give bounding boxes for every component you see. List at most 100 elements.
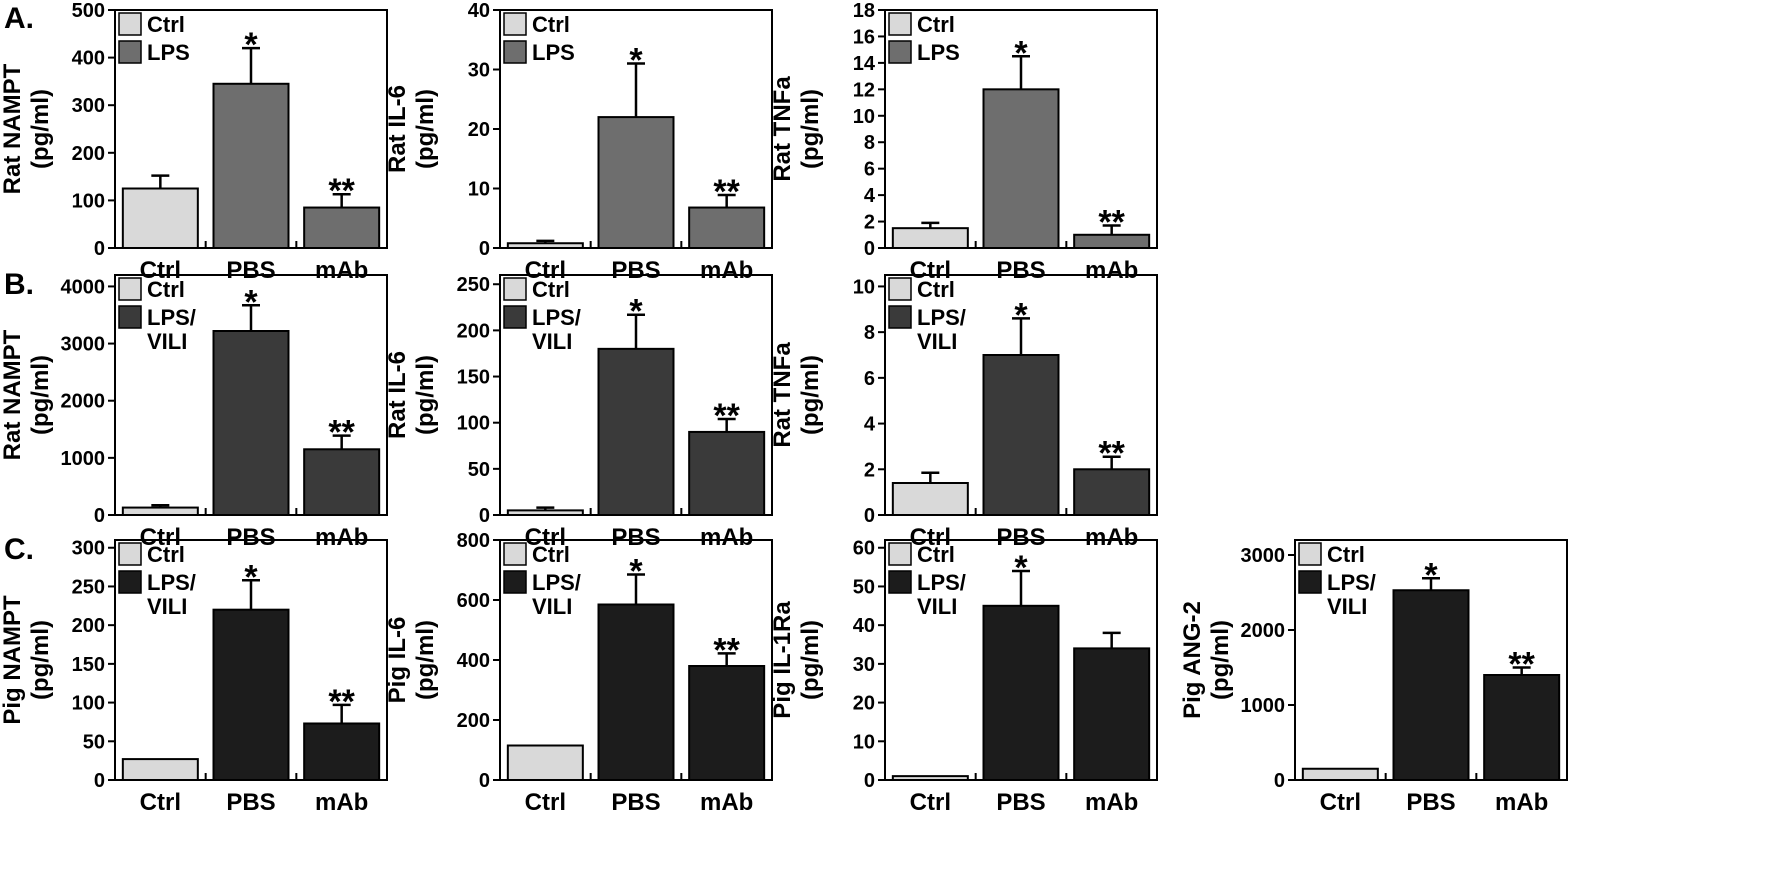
y-tick-label: 2000: [1241, 620, 1286, 642]
y-tick-label: 250: [72, 576, 105, 598]
legend-swatch: [503, 277, 527, 301]
y-tick-label: 1000: [61, 448, 106, 470]
significance-marker: *: [629, 293, 643, 331]
y-axis-label: Pig IL-1Ra: [769, 601, 796, 719]
bar-mab: [1483, 674, 1561, 781]
x-tick-label: PBS: [996, 789, 1045, 816]
legend-label-line: VILI: [917, 594, 957, 619]
x-tick-label: mAb: [700, 524, 753, 551]
significance-marker: **: [713, 631, 740, 669]
legend-swatch: [1298, 542, 1322, 566]
y-tick-label: 0: [479, 238, 490, 260]
x-tick-label: mAb: [1085, 257, 1138, 284]
x-tick-label: mAb: [1495, 789, 1548, 816]
significance-marker: *: [1424, 556, 1438, 594]
legend-label: Ctrl: [532, 542, 570, 567]
y-tick-label: 10: [468, 179, 490, 201]
y-tick-label: 0: [864, 770, 875, 792]
legend-label: LPS: [532, 40, 575, 65]
y-tick-label: 40: [853, 615, 875, 637]
y-axis-unit: (pg/ml): [797, 355, 824, 435]
significance-marker: *: [1014, 296, 1028, 334]
legend-label: Ctrl: [917, 12, 955, 37]
legend-label-line: LPS/: [532, 570, 581, 595]
chart-panel: 0 200 400 600 800 Pig IL-6 (pg/ml) Ctrl PBS * mAb *…: [384, 530, 773, 816]
y-tick-label: 0: [94, 505, 105, 527]
y-tick-label: 20: [468, 119, 490, 141]
legend-swatch: [888, 570, 912, 594]
y-tick-label: 6: [864, 368, 875, 390]
y-tick-label: 2000: [61, 391, 106, 413]
y-tick-label: 0: [479, 770, 490, 792]
x-tick-label: PBS: [996, 524, 1045, 551]
bar-ctrl: [506, 744, 584, 781]
y-axis-unit: (pg/ml): [412, 89, 439, 169]
x-tick-label: PBS: [611, 789, 660, 816]
row-label-b: B.: [4, 268, 34, 301]
y-axis-label: Rat IL-6: [384, 85, 411, 173]
legend-label: LPS/VILI: [532, 570, 581, 619]
y-axis-label: Pig ANG-2: [1179, 601, 1206, 719]
y-tick-label: 50: [468, 459, 490, 481]
legend-swatch: [888, 40, 912, 64]
x-tick-label: Ctrl: [910, 524, 951, 551]
bar-ctrl: [121, 758, 199, 782]
y-axis-unit: (pg/ml): [412, 620, 439, 700]
y-tick-label: 0: [1274, 770, 1285, 792]
legend-label: Ctrl: [532, 277, 570, 302]
legend-swatch: [118, 12, 142, 36]
y-tick-label: 150: [457, 367, 490, 389]
significance-marker: **: [1098, 435, 1125, 473]
y-tick-label: 100: [72, 190, 105, 212]
chart-panel: 0 1000 2000 3000 Pig ANG-2 (pg/ml) Ctrl PBS * mAb…: [1179, 539, 1568, 816]
x-tick-label: Ctrl: [910, 257, 951, 284]
y-tick-label: 4000: [61, 276, 106, 298]
x-tick-label: Ctrl: [140, 524, 181, 551]
bar-pbs: [212, 82, 290, 249]
bar-mab: [1073, 468, 1151, 516]
legend-label: LPS/VILI: [917, 570, 966, 619]
legend-label: Ctrl: [1327, 542, 1365, 567]
y-axis-unit: (pg/ml): [797, 620, 824, 700]
bar-mab: [1073, 647, 1151, 781]
legend-label: LPS/VILI: [147, 570, 196, 619]
legend-swatch: [118, 305, 142, 329]
y-tick-label: 800: [457, 530, 490, 552]
y-tick-label: 400: [457, 650, 490, 672]
y-tick-label: 30: [468, 60, 490, 82]
significance-marker: **: [713, 397, 740, 435]
legend-swatch: [118, 277, 142, 301]
legend-label: Ctrl: [917, 542, 955, 567]
y-axis-label: Pig IL-6: [384, 617, 411, 704]
y-axis-label: Rat TNFa: [769, 76, 796, 182]
bar-ctrl: [891, 775, 969, 781]
bar-mab: [303, 206, 381, 249]
chart-panel: 0 50 100 150 200 250 300 Pig NAMPT (pg/ml) Ctrl PB…: [0, 538, 388, 816]
bar-ctrl: [1301, 767, 1379, 781]
legend-swatch: [888, 277, 912, 301]
legend-label: LPS/VILI: [917, 305, 966, 354]
x-tick-label: mAb: [315, 524, 368, 551]
bar-pbs: [982, 604, 1060, 781]
y-tick-label: 14: [853, 53, 876, 75]
bar-ctrl: [121, 187, 199, 249]
bar-ctrl: [121, 506, 199, 517]
y-tick-label: 150: [72, 654, 105, 676]
y-tick-label: 60: [853, 538, 875, 560]
significance-marker: **: [328, 683, 355, 721]
row-label-c: C.: [4, 533, 34, 566]
legend-label-line: VILI: [147, 594, 187, 619]
x-tick-label: Ctrl: [525, 257, 566, 284]
y-tick-label: 4: [864, 414, 876, 436]
y-tick-label: 8: [864, 132, 875, 154]
legend-label-line: VILI: [1327, 594, 1367, 619]
legend-swatch: [888, 12, 912, 36]
y-tick-label: 16: [853, 26, 875, 48]
y-tick-label: 18: [853, 0, 875, 22]
legend-label: LPS/VILI: [532, 305, 581, 354]
x-tick-label: Ctrl: [140, 789, 181, 816]
y-axis-label: Pig NAMPT: [0, 595, 26, 725]
y-tick-label: 0: [864, 238, 875, 260]
legend-label-line: LPS/: [532, 305, 581, 330]
